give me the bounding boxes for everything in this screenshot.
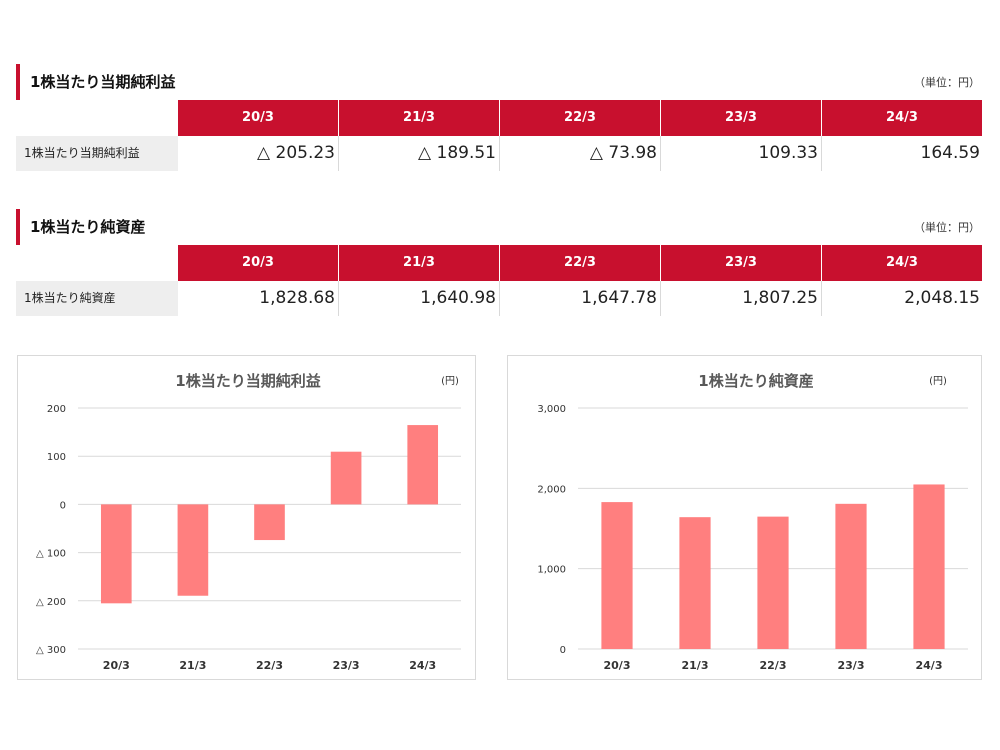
- bps-chart-box: 1株当たり純資産 (円) 3,000 2,000 1,000 0 20/3 21/3 22/3 2…: [507, 355, 982, 680]
- bar: [407, 425, 439, 505]
- y-tick-label: △ 100: [36, 549, 66, 560]
- bps-table-section: 1株当たり純資産 （単位：円） 20/3 21/3 22/3 23/3 24/3…: [16, 209, 983, 319]
- x-tick-label: 21/3: [682, 659, 709, 672]
- header-cell: 22/3: [500, 245, 660, 281]
- x-tick-label: 24/3: [409, 659, 436, 672]
- x-tick-label: 20/3: [103, 659, 130, 672]
- header-cell: 21/3: [339, 245, 499, 281]
- x-tick-label: 22/3: [760, 659, 787, 672]
- value-cell: △ 205.23: [178, 136, 339, 171]
- x-tick-label: 23/3: [838, 659, 865, 672]
- bar: [254, 504, 285, 541]
- bar: [835, 503, 867, 649]
- header-cell: 20/3: [178, 100, 338, 136]
- value-cell: 1,647.78: [500, 281, 661, 316]
- bar: [177, 504, 209, 596]
- x-tick-label: 20/3: [604, 659, 631, 672]
- y-tick-label: 1,000: [537, 565, 566, 576]
- y-tick-label: △ 200: [36, 597, 66, 608]
- y-tick-label: 2,000: [537, 484, 566, 495]
- bar: [757, 516, 789, 649]
- bar: [100, 504, 132, 604]
- bps-bar-chart: 1株当たり純資産 (円) 3,000 2,000 1,000 0 20/3 21/3 22/3 2…: [537, 372, 968, 672]
- y-tick-label: 0: [560, 645, 566, 656]
- bps-section-title: 1株当たり純資産: [16, 209, 145, 245]
- chart-unit-label: (円): [441, 376, 459, 387]
- chart-title: 1株当たり当期純利益: [175, 372, 320, 390]
- header-cell: 23/3: [661, 100, 821, 136]
- bar: [913, 484, 945, 649]
- bar: [601, 502, 633, 649]
- eps-table-section: 1株当たり当期純利益 （単位：円） 20/3 21/3 22/3 23/3 24…: [16, 64, 983, 174]
- y-tick-label: 100: [47, 452, 66, 463]
- header-cell: 22/3: [500, 100, 660, 136]
- eps-unit-label: （単位：円）: [914, 76, 980, 89]
- eps-section-title: 1株当たり当期純利益: [16, 64, 175, 100]
- value-cell: 109.33: [661, 136, 822, 171]
- row-label: 1株当たり純資産: [16, 281, 178, 316]
- eps-chart-box: 1株当たり当期純利益 (円) 200 100 0 △ 100 △ 200 △ 300 20/3 2…: [17, 355, 476, 680]
- header-cell: 24/3: [822, 100, 982, 136]
- x-tick-label: 22/3: [256, 659, 283, 672]
- header-cell: 20/3: [178, 245, 338, 281]
- y-tick-label: 0: [60, 500, 66, 511]
- y-tick-label: 3,000: [537, 404, 566, 415]
- header-cell: 23/3: [661, 245, 821, 281]
- row-label: 1株当たり当期純利益: [16, 136, 178, 171]
- value-cell: 1,807.25: [661, 281, 822, 316]
- x-tick-label: 24/3: [916, 659, 943, 672]
- bps-unit-label: （単位：円）: [914, 221, 980, 234]
- value-cell: △ 189.51: [339, 136, 500, 171]
- header-cell: 24/3: [822, 245, 982, 281]
- y-tick-label: △ 300: [36, 645, 66, 656]
- eps-header-row: 20/3 21/3 22/3 23/3 24/3: [178, 100, 982, 136]
- table-row: 1株当たり純資産 1,828.68 1,640.98 1,647.78 1,80…: [16, 281, 983, 316]
- x-tick-label: 23/3: [333, 659, 360, 672]
- value-cell: 2,048.15: [904, 288, 980, 308]
- table-row: 1株当たり当期純利益 △ 205.23 △ 189.51 △ 73.98 109…: [16, 136, 983, 171]
- y-tick-label: 200: [47, 404, 66, 415]
- bps-header-row: 20/3 21/3 22/3 23/3 24/3: [178, 245, 982, 281]
- value-cell: 1,640.98: [339, 281, 500, 316]
- eps-bar-chart: 1株当たり当期純利益 (円) 200 100 0 △ 100 △ 200 △ 300 20/3 2…: [36, 372, 461, 672]
- value-cell: 164.59: [920, 143, 980, 163]
- bar: [330, 451, 362, 505]
- bar: [679, 517, 711, 649]
- value-cell: △ 73.98: [500, 136, 661, 171]
- x-tick-label: 21/3: [179, 659, 206, 672]
- header-cell: 21/3: [339, 100, 499, 136]
- value-cell: 1,828.68: [178, 281, 339, 316]
- chart-title: 1株当たり純資産: [698, 372, 813, 390]
- chart-unit-label: (円): [929, 376, 947, 387]
